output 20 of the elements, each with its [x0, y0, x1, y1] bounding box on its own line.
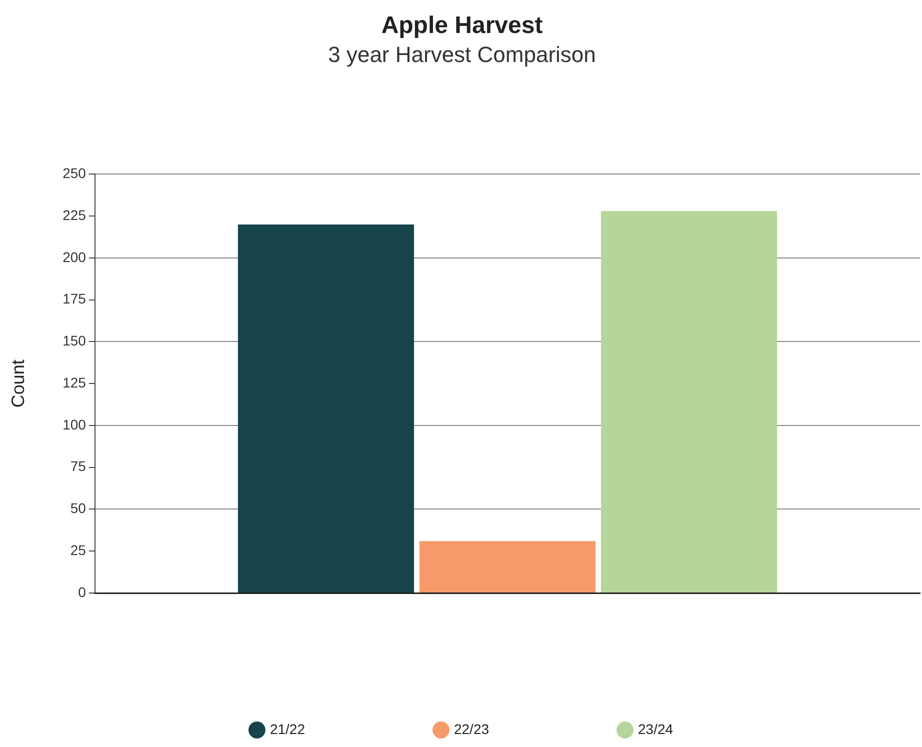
- y-tick-label: 100: [62, 416, 86, 432]
- bar: [238, 224, 414, 592]
- y-tick-label: 75: [70, 458, 86, 474]
- legend-label: 21/22: [270, 720, 306, 737]
- chart-subtitle: 3 year Harvest Comparison: [328, 42, 596, 68]
- y-tick-label: 250: [62, 165, 86, 182]
- y-tick-label: 50: [70, 500, 86, 516]
- chart-title: Apple Harvest: [381, 12, 543, 40]
- y-tick-label: 0: [78, 584, 86, 600]
- y-tick-label: 225: [62, 206, 86, 223]
- bar: [600, 211, 778, 592]
- bar: [419, 541, 596, 592]
- y-tick-label: 25: [70, 542, 86, 558]
- y-axis-title: Count: [8, 360, 28, 408]
- y-tick-label: 175: [62, 290, 86, 307]
- legend-label: 22/23: [454, 720, 490, 737]
- y-tick-label: 125: [62, 374, 86, 390]
- y-tick-label: 200: [62, 248, 86, 265]
- y-tick-label: 150: [62, 332, 86, 349]
- legend-label: 23/24: [638, 720, 674, 737]
